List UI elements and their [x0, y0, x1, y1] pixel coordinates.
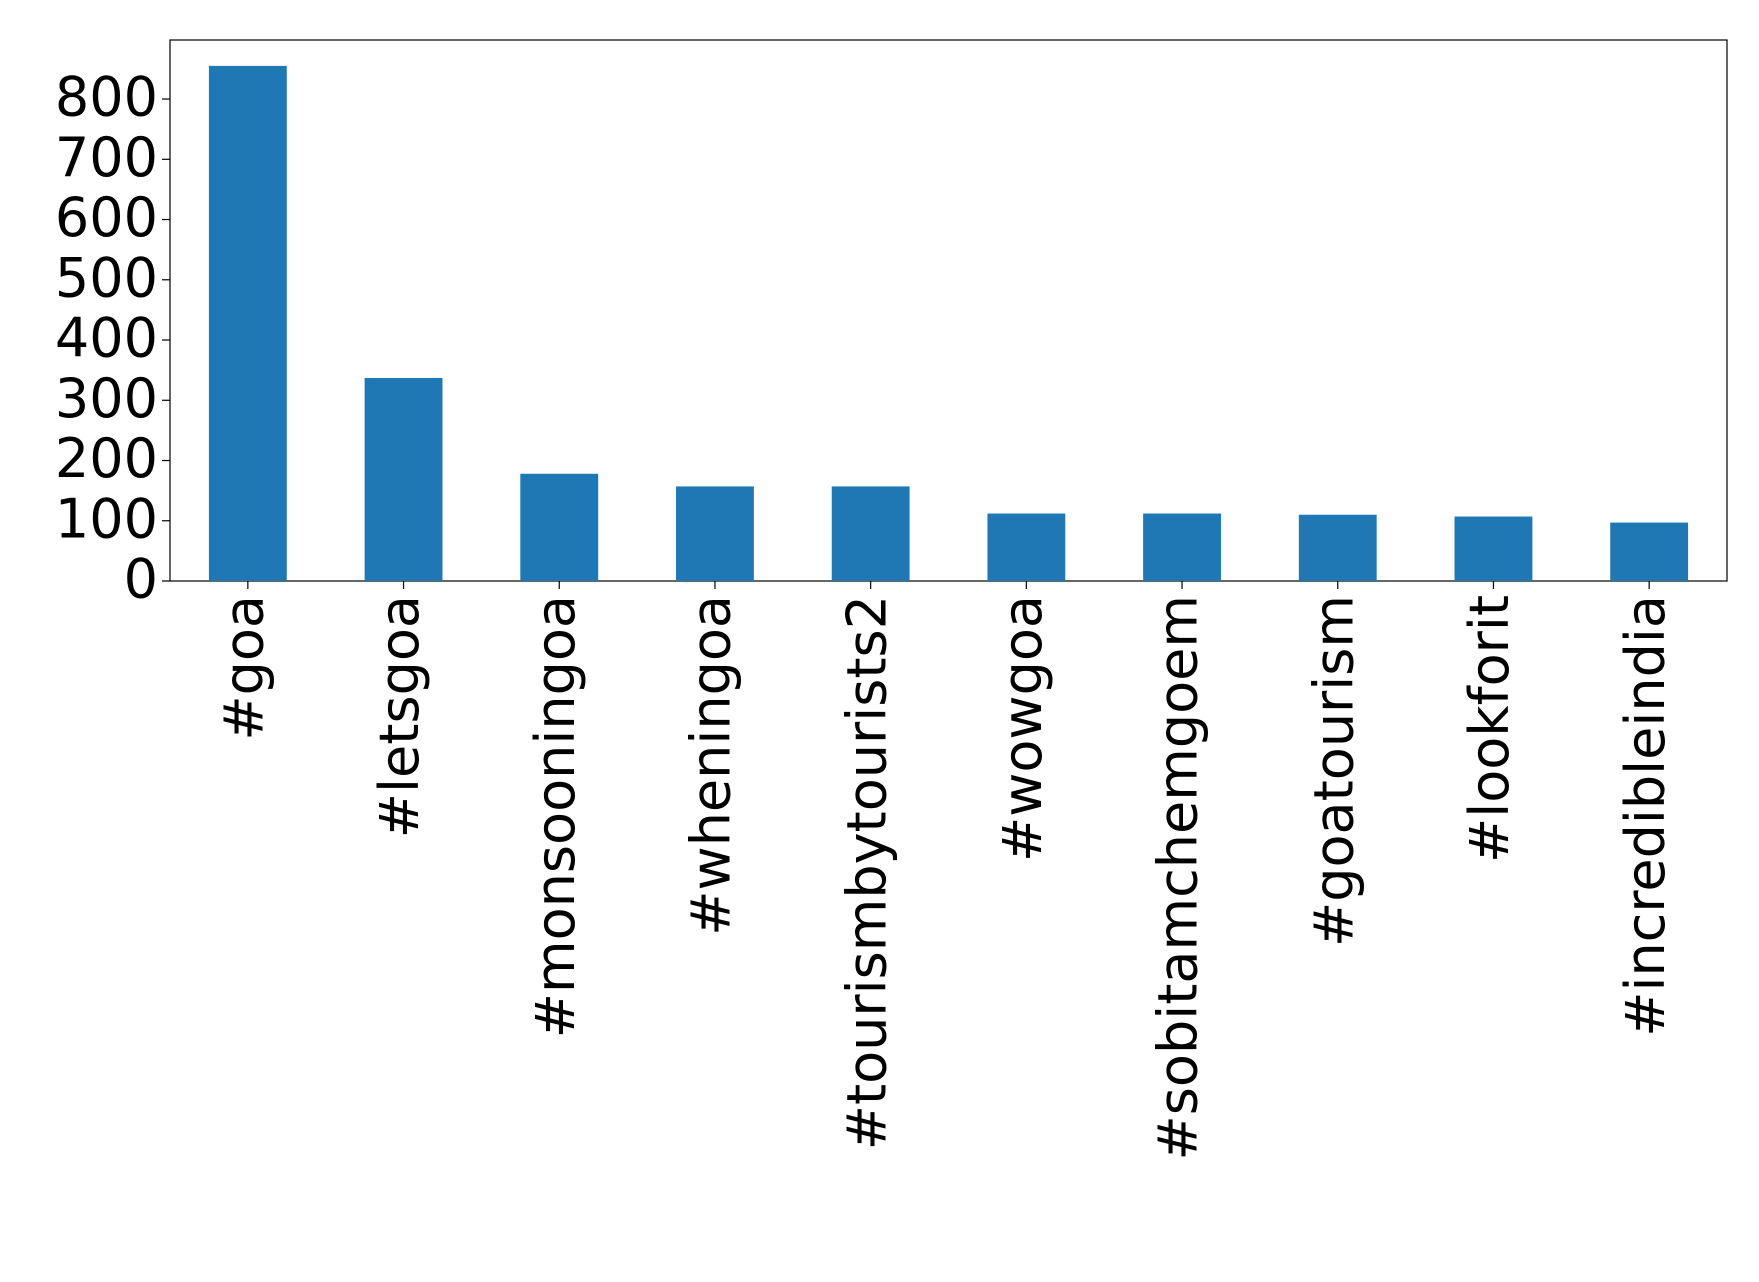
bar — [987, 513, 1066, 581]
bar — [1454, 516, 1533, 581]
plot-frame — [169, 39, 1728, 582]
bar — [831, 486, 910, 581]
y-tick-label: 0 — [124, 548, 158, 611]
x-tick-label: #incredibleindia — [1614, 595, 1677, 1037]
x-tick-label: #letsgoa — [368, 595, 431, 838]
bar — [1298, 514, 1377, 581]
y-tick-label: 300 — [55, 367, 158, 430]
y-tick-label: 200 — [55, 427, 158, 490]
y-tick-label: 600 — [55, 186, 158, 249]
x-tick-label: #wheningoa — [680, 595, 743, 936]
y-tick-label: 700 — [55, 126, 158, 189]
bar — [520, 473, 599, 581]
x-tick-label: #tourismbytourists2 — [835, 595, 898, 1150]
y-tick-label: 800 — [55, 66, 158, 129]
x-tick-label: #monsooningoa — [524, 595, 587, 1038]
bar — [676, 486, 754, 581]
y-tick-label: 400 — [55, 307, 158, 370]
x-tick-label: #lookforit — [1458, 595, 1521, 863]
x-tick-label: #sobitamchemgoem — [1147, 595, 1210, 1160]
x-tick-label: #goatourism — [1302, 595, 1365, 947]
x-tick-label: #wowgoa — [991, 595, 1054, 862]
bar — [208, 65, 287, 582]
bar — [1143, 513, 1221, 581]
bar — [364, 377, 443, 581]
x-tick-label: #goa — [212, 595, 275, 741]
y-tick-label: 500 — [55, 246, 158, 309]
bar — [1610, 522, 1689, 581]
y-tick-label: 100 — [55, 487, 158, 550]
